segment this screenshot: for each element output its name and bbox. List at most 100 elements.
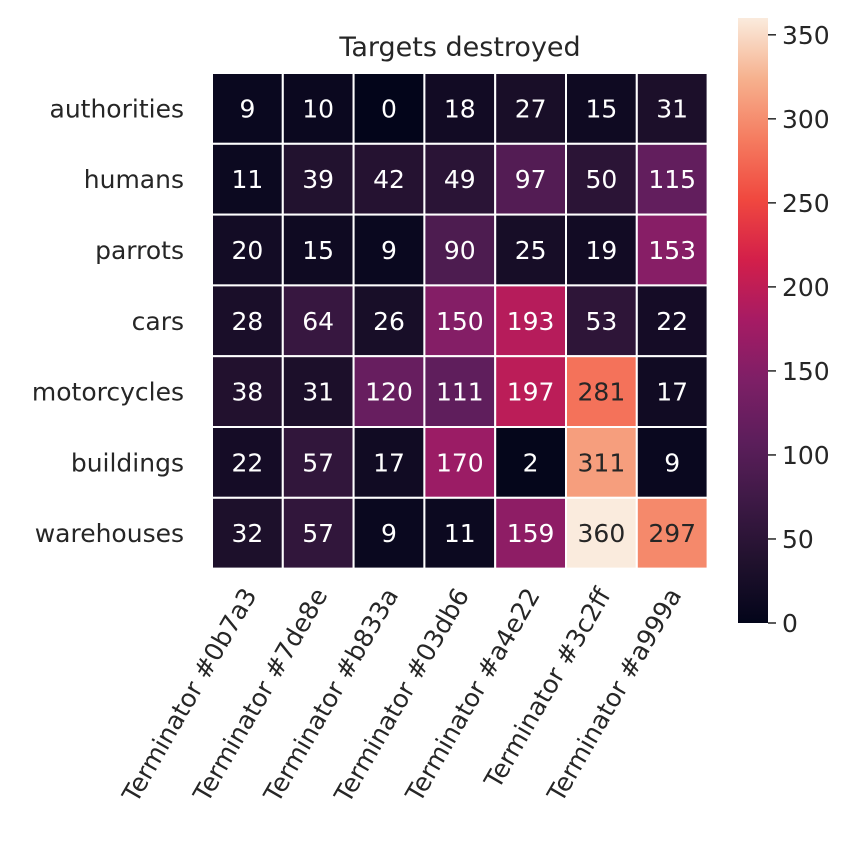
heatmap-cell	[281, 213, 355, 287]
cell-value-label: 19	[585, 236, 617, 265]
heatmap-cell	[281, 72, 355, 145]
cell-value-label: 22	[231, 448, 263, 477]
heatmap-cell	[281, 426, 355, 499]
cell-value-label: 311	[578, 448, 626, 477]
cell-value-label: 90	[444, 236, 476, 265]
cell-value-label: 0	[381, 94, 397, 123]
heatmap-cell	[635, 142, 709, 216]
cell-value-label: 153	[648, 236, 696, 265]
cell-value-label: 20	[231, 236, 263, 265]
heatmap-cell	[565, 72, 638, 145]
cell-value-label: 50	[585, 165, 617, 194]
heatmap-cell	[211, 426, 284, 499]
heatmap-cell	[635, 213, 709, 287]
cell-value-label: 11	[444, 519, 476, 548]
row-label: parrots	[95, 236, 184, 265]
colorbar-tick-label: 50	[782, 525, 814, 554]
cell-value-label: 38	[231, 378, 263, 407]
heatmap-cell	[211, 72, 284, 145]
row-label: warehouses	[35, 519, 184, 548]
cell-value-label: 10	[302, 94, 334, 123]
cell-value-label: 31	[656, 94, 688, 123]
cell-value-label: 2	[523, 448, 539, 477]
cell-value-label: 9	[381, 519, 397, 548]
cell-value-label: 150	[436, 307, 484, 336]
row-labels: authorities humans parrots cars motorcycles b…	[32, 94, 184, 548]
row-label: authorities	[50, 94, 185, 123]
cell-value-label: 17	[656, 378, 688, 407]
heatmap-cell	[211, 284, 284, 358]
cell-value-label: 120	[365, 378, 413, 407]
cell-value-label: 9	[381, 236, 397, 265]
cell-value-label: 197	[507, 378, 555, 407]
column-label: Terminator #03db6	[328, 583, 475, 808]
cell-value-label: 27	[515, 94, 547, 123]
cell-value-label: 9	[664, 448, 680, 477]
heatmap-cell	[281, 284, 355, 358]
cell-value-label: 297	[648, 519, 696, 548]
cell-value-label: 11	[231, 165, 263, 194]
row-label: humans	[84, 165, 184, 194]
cell-value-label: 39	[302, 165, 334, 194]
heatmap-cell	[211, 142, 284, 216]
cell-value-label: 32	[231, 519, 263, 548]
column-label: Terminator #b833a	[258, 583, 405, 808]
column-label: Terminator #a4e22	[399, 583, 545, 807]
cell-value-label: 159	[507, 519, 555, 548]
heatmap-cell	[352, 213, 426, 287]
row-label: cars	[132, 307, 184, 336]
heatmap-cell	[352, 142, 426, 216]
cell-value-label: 170	[436, 448, 484, 477]
colorbar-tick-label: 0	[782, 609, 798, 638]
cell-value-label: 28	[231, 307, 263, 336]
column-label: Terminator #0b7a3	[116, 583, 263, 808]
chart-title: Targets destroyed	[338, 32, 580, 63]
cell-value-label: 111	[436, 378, 484, 407]
colorbar-tick-label: 200	[782, 273, 830, 302]
column-label: Terminator #7de8e	[187, 583, 333, 807]
heatmap-cell	[565, 213, 638, 287]
heatmap-cell	[423, 496, 497, 570]
colorbar-tick-label: 250	[782, 189, 830, 218]
heatmap-cell	[494, 496, 568, 570]
colorbar-tick-label: 150	[782, 357, 830, 386]
cell-value-label: 57	[302, 519, 334, 548]
colorbar-tick-label: 350	[782, 21, 830, 50]
row-label: buildings	[71, 448, 184, 477]
cell-value-label: 26	[373, 307, 405, 336]
colorbar: 0 50 100 150 200 250 300 350	[738, 18, 830, 638]
heatmap-cell	[635, 284, 709, 358]
heatmap-cell	[635, 496, 709, 570]
cell-value-label: 193	[507, 307, 555, 336]
cell-value-label: 97	[515, 165, 547, 194]
cell-value-label: 115	[648, 165, 696, 194]
colorbar-gradient	[738, 18, 768, 623]
cell-value-label: 49	[444, 165, 476, 194]
colorbar-tick-label: 100	[782, 441, 830, 470]
row-label: motorcycles	[32, 378, 184, 407]
heatmap-cell	[494, 213, 568, 287]
heatmap-cell	[635, 426, 709, 499]
cell-value-label: 360	[578, 519, 626, 548]
cell-value-label: 22	[656, 307, 688, 336]
cell-value-label: 18	[444, 94, 476, 123]
heatmap-cell	[352, 496, 426, 570]
colorbar-ticks: 0 50 100 150 200 250 300 350	[768, 21, 830, 638]
heatmap-cell	[423, 213, 497, 287]
heatmap-cell	[494, 142, 568, 216]
colorbar-tick-label: 300	[782, 105, 830, 134]
cell-value-label: 57	[302, 448, 334, 477]
heatmap-cell	[352, 355, 426, 429]
cell-value-label: 15	[302, 236, 334, 265]
cell-value-label: 25	[515, 236, 547, 265]
cell-value-label: 9	[239, 94, 255, 123]
column-label: Terminator #3c2ff	[478, 582, 617, 794]
heatmap-cell	[211, 355, 284, 429]
cell-value-label: 281	[578, 378, 626, 407]
cell-value-label: 15	[585, 94, 617, 123]
heatmap-cell	[565, 496, 638, 570]
cell-value-label: 64	[302, 307, 334, 336]
